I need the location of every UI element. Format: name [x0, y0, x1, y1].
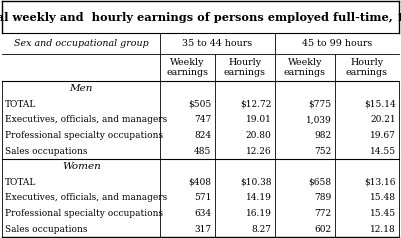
Text: $505: $505	[188, 100, 211, 109]
Text: 602: 602	[314, 224, 332, 233]
Text: Executives, officials, and managers: Executives, officials, and managers	[5, 193, 168, 202]
Text: 824: 824	[194, 131, 211, 140]
Text: $658: $658	[308, 178, 332, 187]
Text: 8.27: 8.27	[251, 224, 271, 233]
Text: $15.14: $15.14	[364, 100, 396, 109]
Text: 15.45: 15.45	[370, 209, 396, 218]
Text: TOTAL: TOTAL	[5, 178, 36, 187]
Text: Sales occupations: Sales occupations	[5, 224, 88, 233]
Text: Hourly
earnings: Hourly earnings	[346, 58, 388, 77]
Text: $775: $775	[308, 100, 332, 109]
Text: $13.16: $13.16	[364, 178, 396, 187]
Text: 634: 634	[194, 209, 211, 218]
Text: 982: 982	[314, 131, 332, 140]
Text: 789: 789	[314, 193, 332, 202]
Text: 35 to 44 hours: 35 to 44 hours	[182, 39, 253, 48]
Text: Weekly
earnings: Weekly earnings	[284, 58, 326, 77]
Text: Hourly
earnings: Hourly earnings	[224, 58, 265, 77]
Text: 772: 772	[314, 209, 332, 218]
Text: 20.21: 20.21	[370, 115, 396, 124]
Text: 14.19: 14.19	[245, 193, 271, 202]
Text: 1,039: 1,039	[306, 115, 332, 124]
Text: 485: 485	[194, 147, 211, 156]
Text: 14.55: 14.55	[370, 147, 396, 156]
Text: Women: Women	[62, 162, 101, 171]
Text: 12.18: 12.18	[370, 224, 396, 233]
Text: $12.72: $12.72	[240, 100, 271, 109]
Text: $408: $408	[188, 178, 211, 187]
Text: 571: 571	[194, 193, 211, 202]
Text: TOTAL: TOTAL	[5, 100, 36, 109]
Text: 317: 317	[194, 224, 211, 233]
Text: Executives, officials, and managers: Executives, officials, and managers	[5, 115, 168, 124]
Text: 19.67: 19.67	[370, 131, 396, 140]
Text: Usual weekly and  hourly earnings of persons employed full-time, 1997: Usual weekly and hourly earnings of pers…	[0, 12, 401, 23]
Text: 20.80: 20.80	[246, 131, 271, 140]
Text: 16.19: 16.19	[245, 209, 271, 218]
Text: 752: 752	[314, 147, 332, 156]
Text: 19.01: 19.01	[245, 115, 271, 124]
Text: 15.48: 15.48	[370, 193, 396, 202]
Text: Professional specialty occupations: Professional specialty occupations	[5, 131, 163, 140]
Text: Sales occupations: Sales occupations	[5, 147, 88, 156]
Text: 12.26: 12.26	[246, 147, 271, 156]
Text: 747: 747	[194, 115, 211, 124]
Text: 45 to 99 hours: 45 to 99 hours	[302, 39, 372, 48]
Text: Men: Men	[69, 84, 93, 93]
Text: $10.38: $10.38	[240, 178, 271, 187]
Text: Weekly
earnings: Weekly earnings	[166, 58, 209, 77]
Bar	[2, 1, 399, 33]
Text: Professional specialty occupations: Professional specialty occupations	[5, 209, 163, 218]
Text: Sex and occupational group: Sex and occupational group	[14, 39, 149, 48]
